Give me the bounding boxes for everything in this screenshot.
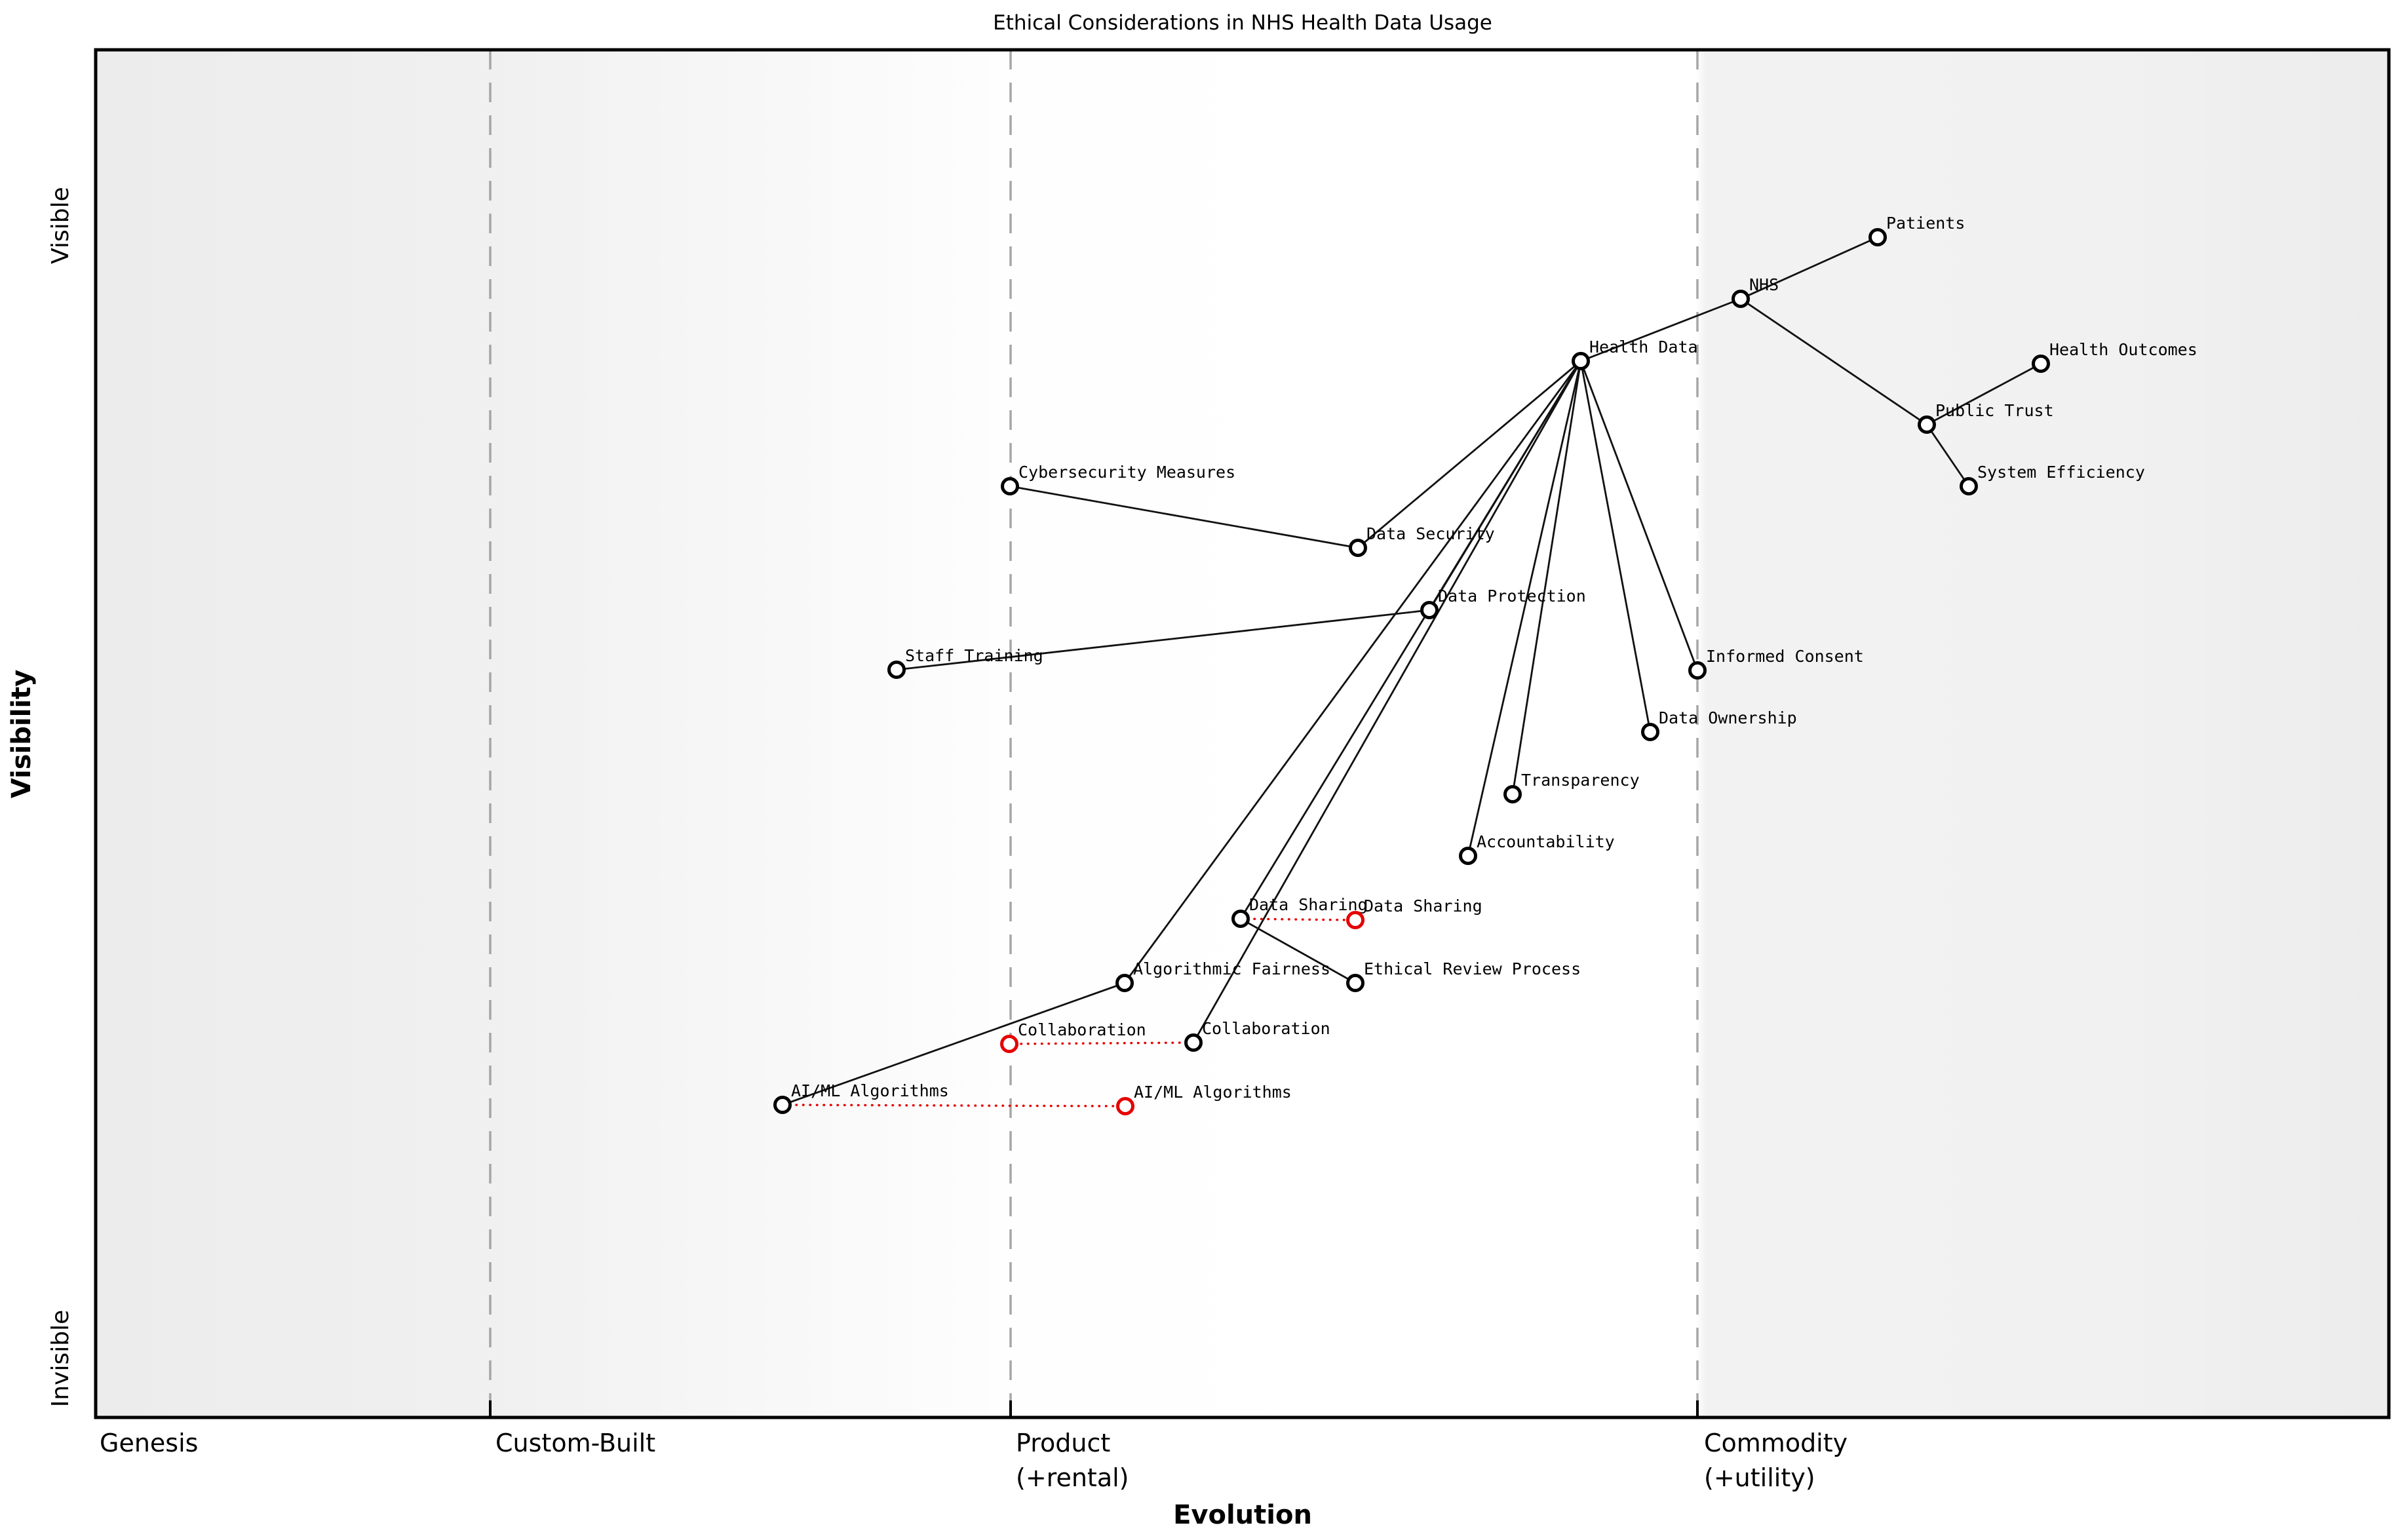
- node-data-sharing: [1231, 910, 1250, 928]
- node-label-public-trust: Public Trust: [1935, 401, 2054, 420]
- node-label-system-efficiency: System Efficiency: [1977, 463, 2145, 482]
- node-label-health-data: Health Data: [1589, 337, 1698, 356]
- node-data-protection: [1420, 601, 1439, 619]
- edge-public-trust--health-outcomes: [1926, 362, 2042, 426]
- node-label-data-protection: Data Protection: [1438, 587, 1586, 606]
- node-system-efficiency: [1960, 477, 1978, 495]
- edge-health-data--accountability: [1467, 360, 1582, 857]
- node-accountability: [1459, 847, 1477, 865]
- node-label-data-sharing: Data Sharing: [1249, 895, 1368, 914]
- edge-ai-ml-algorithms--algorithmic-fairness: [782, 982, 1125, 1106]
- node-label-algorithmic-fairness: Algorithmic Fairness: [1133, 959, 1330, 978]
- edge-nhs--patients: [1740, 236, 1878, 300]
- x-axis-stage-label: Commodity (+utility): [1704, 1429, 1848, 1492]
- node-health-data: [1572, 352, 1590, 370]
- node-patients: [1868, 228, 1887, 246]
- node-label-nhs: NHS: [1749, 275, 1779, 294]
- evolved-node-ai-ml-algorithms-evolved: [1116, 1097, 1134, 1115]
- node-cybersecurity-measures: [1001, 477, 1019, 495]
- node-data-security: [1349, 539, 1367, 557]
- node-label-accountability: Accountability: [1477, 832, 1615, 851]
- node-label-ethical-review-process: Ethical Review Process: [1364, 959, 1581, 978]
- node-ai-ml-algorithms: [773, 1096, 792, 1114]
- edge-health-data--nhs: [1580, 298, 1741, 362]
- node-algorithmic-fairness: [1115, 974, 1134, 992]
- node-label-staff-training: Staff Training: [905, 646, 1043, 665]
- node-label-cybersecurity-measures: Cybersecurity Measures: [1018, 463, 1235, 482]
- node-staff-training: [887, 661, 906, 679]
- plot-background: [96, 50, 2389, 1417]
- edge-health-data--data-security: [1357, 360, 1581, 549]
- edge-health-data--algorithmic-fairness: [1123, 360, 1582, 984]
- node-transparency: [1503, 785, 1522, 803]
- node-public-trust: [1918, 415, 1936, 434]
- node-nhs: [1732, 290, 1750, 308]
- evolve-link-ai-ml-algorithms: [781, 1104, 1127, 1107]
- chart-title: Ethical Considerations in NHS Health Dat…: [993, 11, 1492, 35]
- node-ethical-review-process: [1346, 974, 1365, 992]
- edge-staff-training--data-protection: [896, 609, 1430, 671]
- edge-data-sharing--ethical-review-process: [1240, 917, 1356, 984]
- node-data-ownership: [1641, 723, 1659, 741]
- node-label-data-sharing-evolved: Data Sharing: [1364, 896, 1482, 915]
- evolved-node-collaboration-evolved: [1000, 1035, 1018, 1053]
- y-axis-title: Visibility: [7, 670, 37, 798]
- evolve-link-data-sharing: [1239, 917, 1357, 921]
- evolved-node-data-sharing-evolved: [1346, 911, 1365, 929]
- node-label-ai-ml-algorithms: AI/ML Algorithms: [791, 1081, 949, 1100]
- x-axis-stage-label: Product (+rental): [1016, 1429, 1129, 1492]
- edge-health-data--data-ownership: [1579, 360, 1652, 733]
- node-label-ai-ml-algorithms-evolved: AI/ML Algorithms: [1134, 1083, 1292, 1102]
- edge-health-data--transparency: [1511, 360, 1582, 795]
- y-axis-tick-label: Invisible: [47, 1310, 74, 1408]
- node-label-collaboration-evolved: Collaboration: [1018, 1020, 1146, 1039]
- x-axis-stage-label: Genesis: [100, 1429, 198, 1457]
- plot-border: [94, 48, 2391, 1419]
- y-axis-tick-label: Visible: [47, 187, 74, 264]
- edge-health-data--data-sharing: [1239, 360, 1582, 919]
- edge-nhs--public-trust: [1740, 298, 1927, 426]
- edge-public-trust--system-efficiency: [1926, 424, 1970, 487]
- node-health-outcomes: [2032, 355, 2050, 373]
- node-label-informed-consent: Informed Consent: [1706, 647, 1864, 666]
- node-collaboration: [1184, 1033, 1203, 1052]
- node-label-data-security: Data Security: [1366, 524, 1495, 543]
- node-label-health-outcomes: Health Outcomes: [2049, 340, 2197, 359]
- x-axis-title: Evolution: [1173, 1500, 1312, 1530]
- node-informed-consent: [1688, 661, 1707, 680]
- edge-health-data--informed-consent: [1579, 360, 1699, 671]
- x-axis-stage-label: Custom-Built: [495, 1429, 655, 1457]
- edge-cybersecurity-measures--data-security: [1009, 485, 1359, 549]
- node-label-transparency: Transparency: [1521, 771, 1640, 790]
- node-label-collaboration: Collaboration: [1202, 1019, 1330, 1038]
- node-label-data-ownership: Data Ownership: [1659, 708, 1797, 727]
- node-label-patients: Patients: [1886, 214, 1965, 233]
